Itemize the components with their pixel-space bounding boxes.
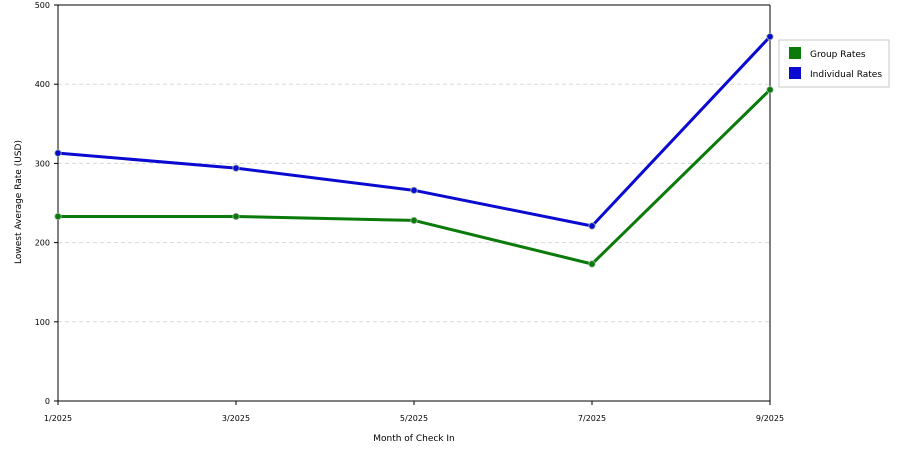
legend: Group Rates Individual Rates bbox=[778, 39, 890, 88]
y-tick-label: 200 bbox=[35, 239, 50, 248]
series-line-individual-rates bbox=[56, 35, 772, 228]
y-tick-label: 500 bbox=[35, 1, 50, 10]
data-point-individual-rates bbox=[410, 186, 418, 194]
x-tick-label: 7/2025 bbox=[578, 414, 606, 423]
y-tick-label: 100 bbox=[35, 318, 50, 327]
y-axis-title: Lowest Average Rate (USD) bbox=[14, 140, 24, 264]
x-tick-label: 1/2025 bbox=[44, 414, 72, 423]
data-point-group-rates bbox=[54, 212, 62, 221]
x-tick-label: 5/2025 bbox=[400, 414, 428, 423]
tick-labels: 0 100 200 300 400 500 1/2025 3/2025 5/2025 7/2025… bbox=[35, 1, 784, 423]
y-tick-label: 300 bbox=[35, 159, 50, 168]
data-point-individual-rates bbox=[54, 149, 62, 157]
data-point-group-rates bbox=[232, 212, 240, 221]
y-tick-label: 400 bbox=[35, 80, 50, 89]
legend-swatch-individual-rates bbox=[789, 67, 801, 79]
legend-swatch-group-rates bbox=[789, 47, 801, 59]
data-point-group-rates bbox=[588, 260, 596, 268]
data-point-group-rates bbox=[410, 216, 418, 225]
legend-label-group-rates: Group Rates bbox=[810, 50, 866, 60]
legend-label-individual-rates: Individual Rates bbox=[810, 70, 882, 80]
data-point-individual-rates bbox=[766, 33, 774, 41]
data-point-individual-rates bbox=[232, 164, 240, 172]
series-line-group-rates bbox=[56, 88, 772, 266]
y-tick-label: 0 bbox=[45, 397, 50, 406]
axes bbox=[54, 4, 771, 405]
data-point-group-rates bbox=[766, 86, 774, 94]
x-axis-title: Month of Check In bbox=[373, 434, 455, 444]
series bbox=[54, 33, 774, 268]
x-tick-label: 9/2025 bbox=[756, 414, 784, 423]
data-point-individual-rates bbox=[588, 222, 596, 230]
x-tick-label: 3/2025 bbox=[222, 414, 250, 423]
gridlines bbox=[58, 83, 770, 323]
